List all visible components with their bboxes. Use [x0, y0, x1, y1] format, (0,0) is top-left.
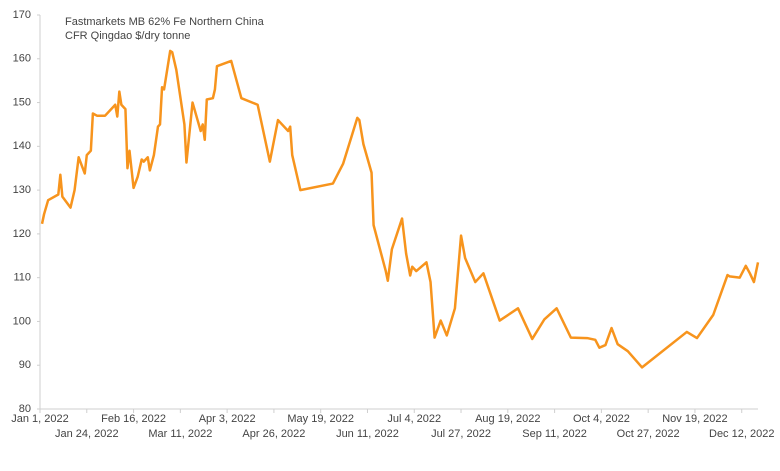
y-tick-label: 80 [19, 403, 31, 415]
y-tick-label: 90 [19, 359, 31, 371]
x-tick-label: Nov 19, 2022 [662, 413, 727, 425]
x-tick-label: Jan 24, 2022 [55, 428, 119, 440]
x-tick-label: Jun 11, 2022 [336, 428, 399, 440]
y-tick-label: 150 [13, 96, 31, 108]
x-tick-label: Oct 27, 2022 [617, 428, 680, 440]
x-tick-label: Aug 19, 2022 [475, 413, 540, 425]
chart-title: Fastmarkets MB 62% Fe Northern China [65, 16, 265, 28]
x-tick-label: Mar 11, 2022 [148, 428, 212, 440]
price-line [40, 49, 760, 369]
x-tick-label: Dec 12, 2022 [709, 428, 774, 440]
y-tick-label: 170 [13, 9, 31, 21]
x-tick-label: Apr 26, 2022 [242, 428, 305, 440]
y-tick-label: 120 [13, 228, 31, 240]
y-tick-label: 160 [13, 53, 31, 65]
chart-subtitle: CFR Qingdao $/dry tonne [65, 30, 190, 42]
y-tick-label: 130 [13, 184, 31, 196]
x-tick-label: Jul 27, 2022 [431, 428, 491, 440]
x-tick-label: Oct 4, 2022 [573, 413, 630, 425]
x-tick-label: Apr 3, 2022 [199, 413, 256, 425]
x-tick-label: Sep 11, 2022 [522, 428, 587, 440]
x-tick-label: Jan 1, 2022 [11, 413, 69, 425]
x-tick-label: Jul 4, 2022 [387, 413, 441, 425]
x-tick-label: Feb 16, 2022 [101, 413, 166, 425]
y-tick-label: 110 [13, 272, 31, 284]
x-tick-label: May 19, 2022 [287, 413, 354, 425]
y-tick-label: 140 [13, 140, 31, 152]
y-tick-label: 100 [13, 315, 31, 327]
